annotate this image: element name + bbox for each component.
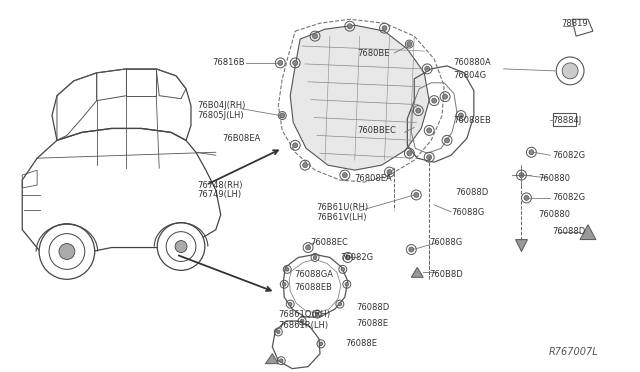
Text: 76804G: 76804G [453,71,486,80]
Circle shape [407,42,412,46]
Text: 76088D: 76088D [552,227,586,236]
Circle shape [382,26,387,31]
Text: 760880: 760880 [538,174,570,183]
Text: 760880: 760880 [538,210,570,219]
Circle shape [175,241,187,253]
Circle shape [276,330,280,334]
Circle shape [338,302,342,306]
Circle shape [313,256,317,259]
Text: 76748(RH): 76748(RH) [197,180,243,189]
Circle shape [292,60,298,65]
Polygon shape [290,25,429,170]
Polygon shape [580,225,596,240]
Circle shape [427,155,431,160]
Text: 76B61U(RH): 76B61U(RH) [316,203,368,212]
Text: 7680BE: 7680BE [358,48,390,58]
Circle shape [427,128,431,133]
Circle shape [303,163,308,168]
Text: 76B61V(LH): 76B61V(LH) [316,213,367,222]
Circle shape [409,247,414,252]
Text: 76805J(LH): 76805J(LH) [197,111,244,120]
Text: 76088G: 76088G [429,238,463,247]
Circle shape [280,359,283,362]
Text: 760B8D: 760B8D [429,270,463,279]
Text: 76088EB: 76088EB [453,116,491,125]
Circle shape [348,24,352,29]
Polygon shape [266,354,278,364]
Circle shape [407,151,412,156]
Circle shape [306,245,310,250]
Text: 76082G: 76082G [552,193,586,202]
Text: 76088E: 76088E [345,339,377,348]
Polygon shape [412,267,423,277]
Circle shape [425,66,429,71]
Circle shape [346,255,350,260]
Text: 76B04J(RH): 76B04J(RH) [197,101,245,110]
Text: 760880A: 760880A [453,58,491,67]
Circle shape [458,113,463,118]
Circle shape [341,267,344,271]
Text: 76808EA: 76808EA [355,174,392,183]
Text: 76816B: 76816B [212,58,244,67]
Circle shape [285,267,289,271]
Text: 76088D: 76088D [356,302,390,312]
Circle shape [292,143,298,148]
Circle shape [529,150,534,155]
Circle shape [300,319,304,323]
Text: 78819: 78819 [561,19,588,28]
Text: 76861Q(RH): 76861Q(RH) [278,310,330,318]
Text: 76B08EA: 76B08EA [223,134,261,143]
Circle shape [562,63,578,79]
Text: 76088D: 76088D [455,189,488,198]
Text: 76088E: 76088E [356,320,388,328]
Text: 76088EC: 76088EC [310,238,348,247]
Circle shape [280,113,285,118]
Circle shape [39,224,95,279]
Text: 76861R(LH): 76861R(LH) [278,321,328,330]
Circle shape [387,170,392,174]
Circle shape [342,173,348,177]
Circle shape [431,98,436,103]
Circle shape [289,302,292,306]
Polygon shape [516,240,527,251]
Circle shape [282,282,286,286]
Text: 760BBEC: 760BBEC [358,126,397,135]
Circle shape [319,342,323,346]
Text: 76082G: 76082G [340,253,373,262]
Circle shape [524,195,529,201]
Circle shape [445,138,449,143]
Text: 76088EB: 76088EB [294,283,332,292]
Circle shape [59,244,75,259]
Circle shape [278,60,283,65]
Circle shape [157,223,205,270]
Text: 76082G: 76082G [552,151,586,160]
Text: 76749(LH): 76749(LH) [197,190,241,199]
Circle shape [316,312,319,316]
Text: 76088G: 76088G [451,208,484,217]
Circle shape [443,94,447,99]
Text: 78884J: 78884J [552,116,582,125]
Circle shape [519,173,524,177]
Circle shape [556,57,584,85]
Text: 76088GA: 76088GA [294,270,333,279]
Circle shape [414,192,419,198]
Circle shape [416,108,420,113]
Circle shape [312,33,317,39]
Text: R767007L: R767007L [548,347,598,357]
Circle shape [345,282,349,286]
